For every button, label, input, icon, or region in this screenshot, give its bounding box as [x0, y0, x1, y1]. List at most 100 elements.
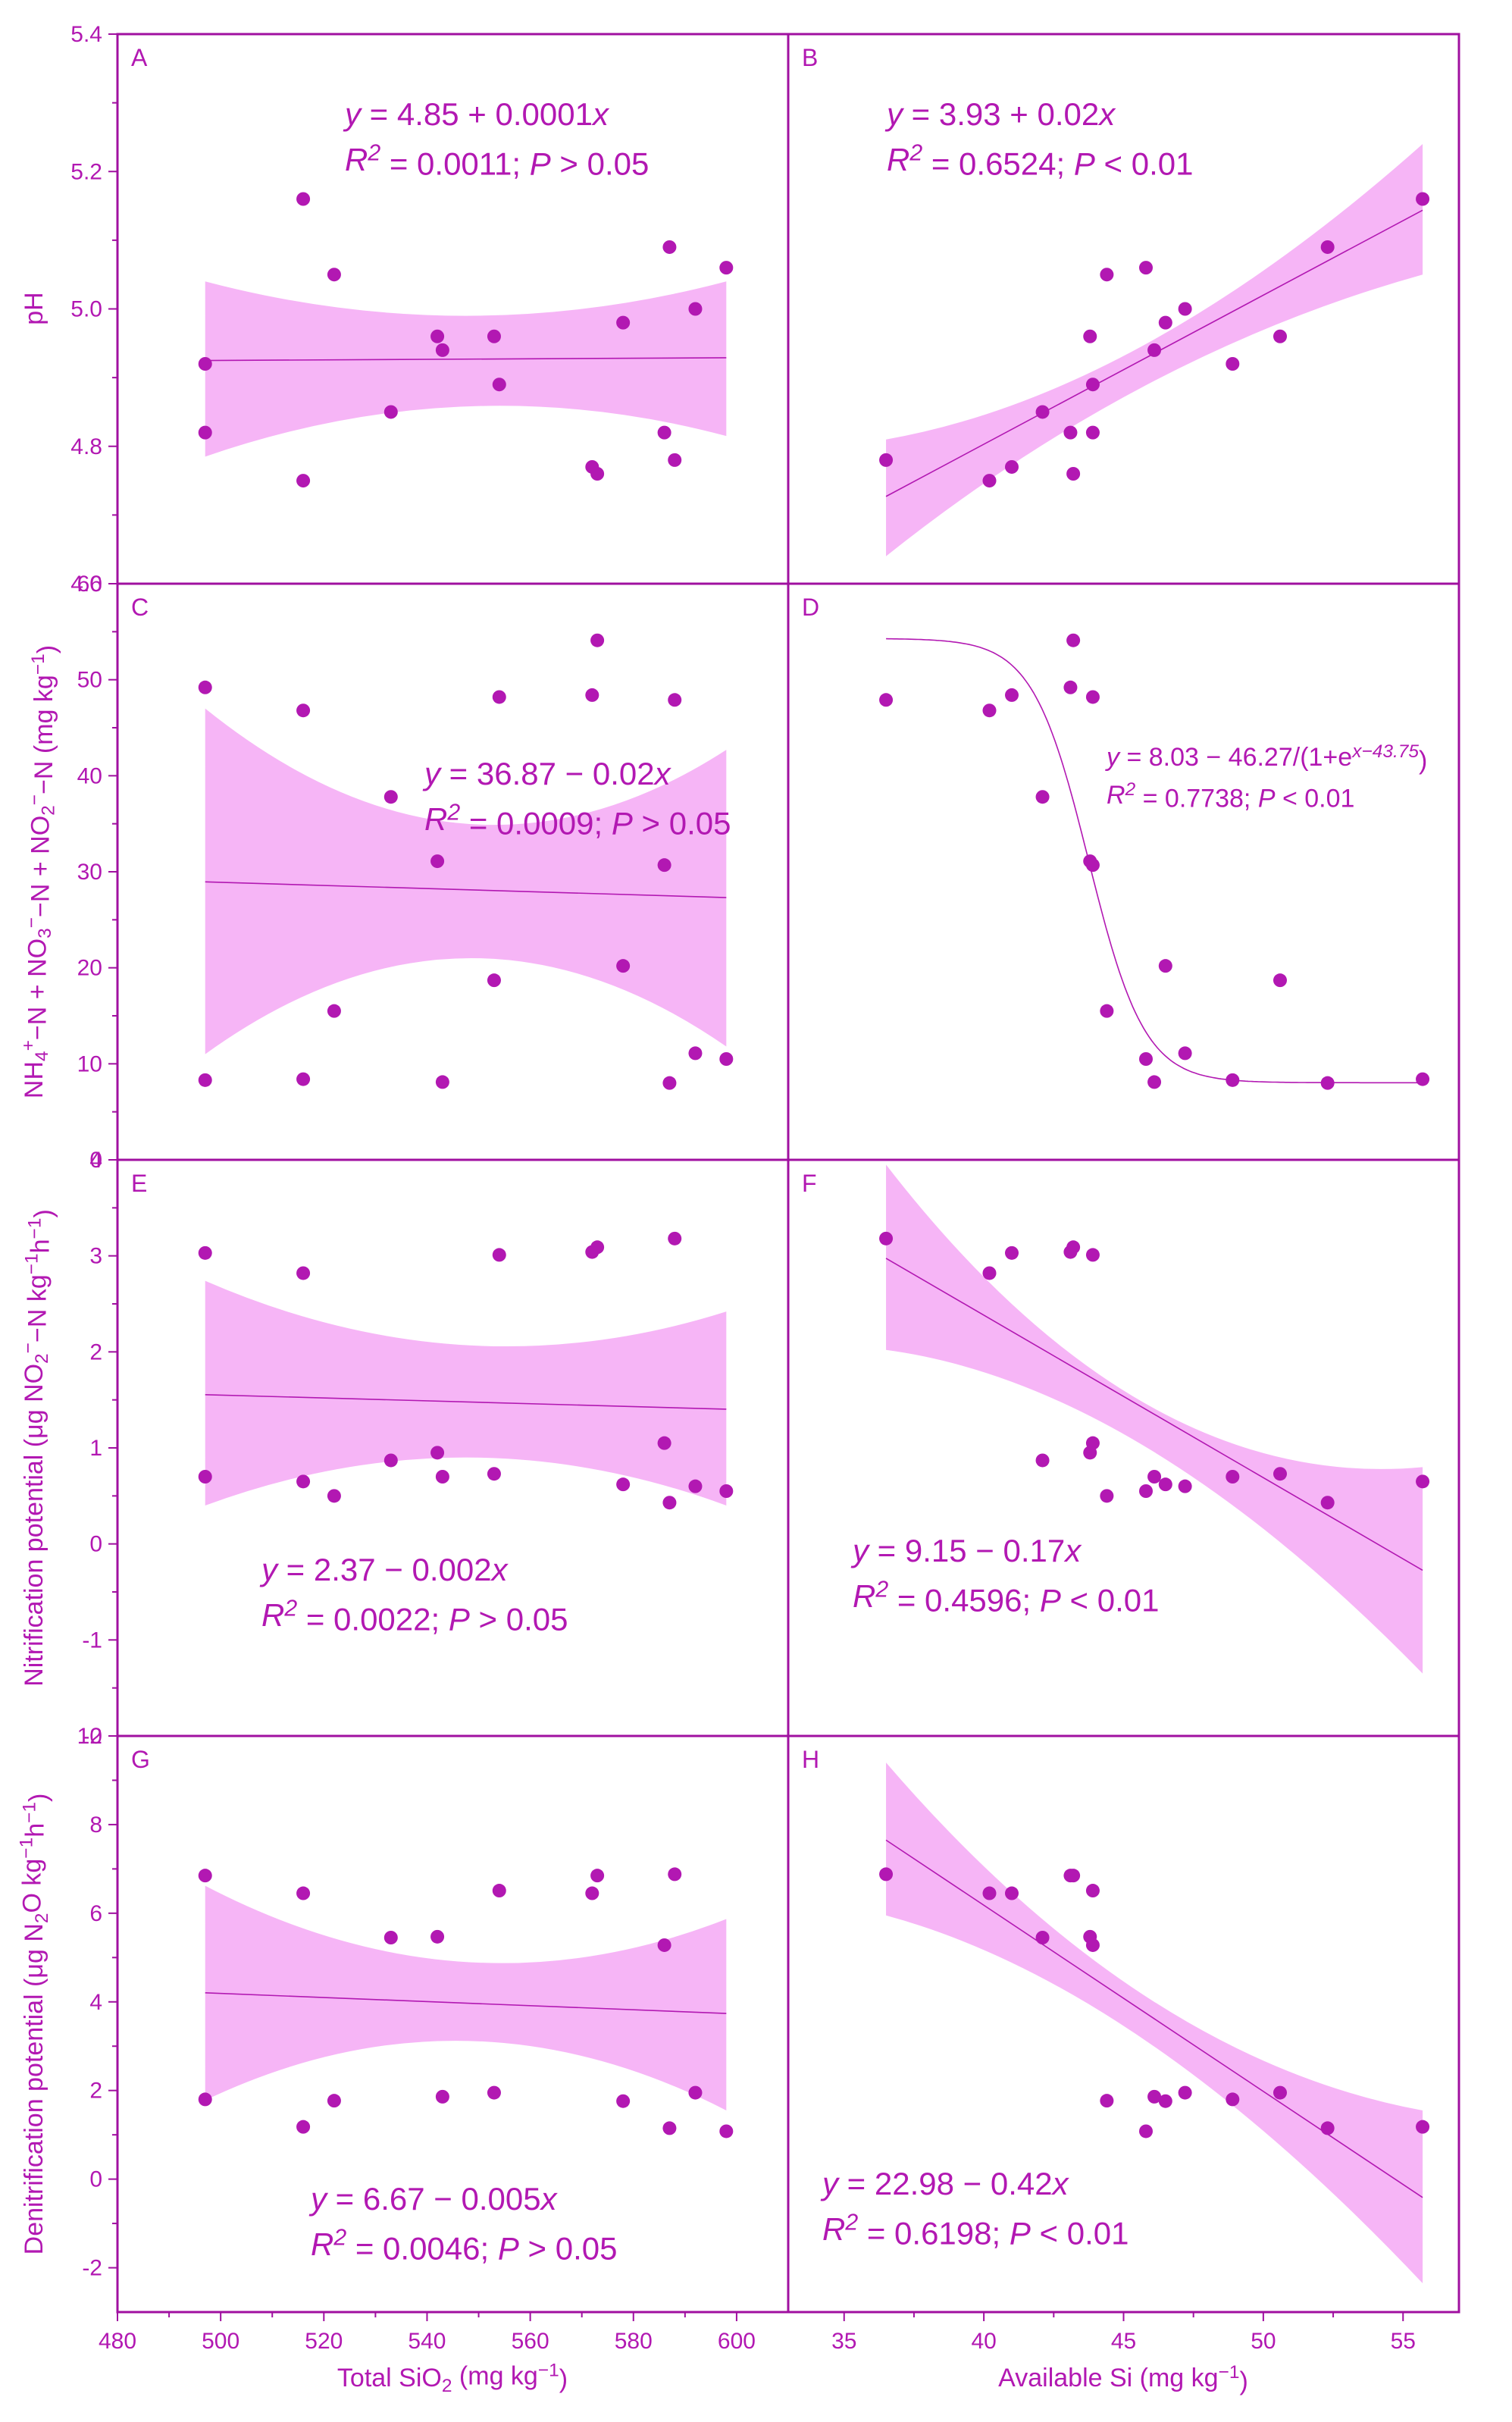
fit-line — [205, 357, 727, 362]
x-axis-title-available-si: Available Si (mg kg−1) — [998, 2362, 1248, 2395]
panel-c: Cy = 36.87 − 0.02x R2 = 0.0009; P > 0.05 0… — [77, 572, 790, 1173]
panel-letter: C — [131, 594, 149, 621]
data-point — [1066, 1869, 1081, 1883]
equation-line-part: y — [820, 2166, 841, 2201]
data-point — [383, 1453, 398, 1468]
data-point — [662, 1496, 677, 1510]
data-point — [1147, 343, 1162, 357]
x-axis-title-total-sio2-part: Total SiO — [337, 2364, 442, 2392]
equation-line-part: x — [1051, 2166, 1070, 2201]
equation-line-part: P — [1040, 1582, 1061, 1618]
data-point — [1178, 1046, 1192, 1061]
equation-line-part: = 0.0011; — [380, 146, 530, 181]
x-tick-label: 40 — [971, 2329, 996, 2354]
data-point — [657, 1938, 671, 1952]
x-axis-title-total-sio2-part: (mg kg — [452, 2361, 537, 2390]
data-point — [590, 1240, 605, 1255]
fit-line — [205, 1992, 727, 2014]
equation-line: R2 = 0.0009; P > 0.05 — [424, 800, 731, 841]
y-tick-label: 4.8 — [70, 434, 102, 459]
y-axis-title-inorganic-n-part: + — [18, 1040, 39, 1051]
equation-line-part: x — [591, 96, 610, 132]
equation-line: R2 = 0.4596; P < 0.01 — [853, 1577, 1159, 1618]
data-point — [296, 1474, 311, 1489]
equation-line-part: = 0.6198; — [858, 2215, 1010, 2251]
equation-line-part: > 0.05 — [633, 805, 731, 841]
data-point — [1085, 858, 1100, 873]
data-point — [1158, 959, 1172, 973]
data-point — [662, 2121, 677, 2135]
equation-line: y = 2.37 − 0.002x — [259, 1552, 509, 1587]
y-axis-title-inorganic-n-part: 2 — [38, 805, 58, 816]
data-point — [296, 1266, 311, 1280]
data-point — [327, 1489, 341, 1503]
y-tick-label: 5.2 — [70, 159, 102, 184]
equation-line-part: R — [261, 1597, 284, 1633]
equation-line-part: R — [345, 142, 368, 177]
equation-line: R2 = 0.0011; P > 0.05 — [345, 140, 649, 181]
data-point — [1226, 357, 1240, 371]
data-point — [668, 1231, 682, 1245]
y-axis-title-nitrification-part: −1 — [25, 1218, 45, 1239]
x-axis-title-total-sio2-part: ) — [559, 2365, 568, 2394]
y-axis-title-denitrification-part: −1 — [20, 1802, 40, 1823]
equation-line-part: R — [887, 142, 909, 177]
equation-line: R2 = 0.0022; P > 0.05 — [261, 1596, 568, 1637]
equation-line-part: P — [530, 146, 551, 181]
data-point — [1139, 1052, 1153, 1066]
data-point — [719, 1484, 734, 1498]
y-tick-label: -2 — [82, 1724, 102, 1749]
y-tick-label: 2 — [89, 1339, 102, 1365]
x-axis-title-total-sio2-part: 2 — [442, 2376, 452, 2396]
equation-line-part: = 0.6524; — [922, 146, 1074, 181]
equation-line-part: y — [308, 2181, 329, 2217]
data-point — [1063, 425, 1078, 440]
data-point — [585, 688, 599, 702]
equation-line-part: 2 — [844, 2210, 858, 2235]
y-tick-label: 4 — [89, 1148, 102, 1173]
equation-line-part: y — [422, 756, 443, 791]
y-tick-label: 10 — [77, 1051, 102, 1076]
confidence-band — [886, 1762, 1423, 2283]
y-axis-title-denitrification-part: 2 — [32, 1913, 52, 1924]
y-tick-label: 20 — [77, 956, 102, 981]
data-point — [657, 1436, 671, 1450]
equation-line-part: 2 — [367, 140, 380, 165]
equation-line: y = 8.03 − 46.27/(1+ex−43.75) — [1105, 741, 1427, 775]
data-point — [1083, 329, 1097, 343]
x-tick-label: 55 — [1391, 2329, 1416, 2354]
data-point — [296, 1072, 311, 1086]
data-point — [1273, 329, 1287, 343]
y-tick-label: 1 — [89, 1436, 102, 1461]
y-axis-title-denitrification-part: h — [21, 1823, 50, 1838]
data-point — [1158, 1477, 1172, 1492]
data-point — [487, 973, 501, 988]
x-tick-label: 500 — [202, 2329, 239, 2354]
equation-line-part: R — [311, 2226, 333, 2262]
data-point — [296, 1886, 311, 1900]
data-point — [296, 2120, 311, 2134]
equation-line-part: P — [1258, 784, 1276, 813]
confidence-band — [205, 281, 727, 457]
y-tick-label: 40 — [77, 763, 102, 788]
equation-line-part: R — [424, 801, 447, 837]
equation-line-part: > 0.05 — [519, 2230, 618, 2266]
y-tick-label: -2 — [82, 2256, 102, 2281]
data-point — [435, 343, 449, 357]
data-point — [492, 1248, 506, 1262]
y-axis-title-nitrification-part: −1 — [21, 1253, 42, 1274]
data-point — [1085, 1248, 1100, 1262]
data-point — [982, 1886, 997, 1900]
data-point — [383, 790, 398, 804]
data-point — [198, 1470, 212, 1484]
data-point — [616, 959, 631, 973]
x-tick-label: 580 — [615, 2329, 653, 2354]
data-point — [1066, 467, 1081, 481]
y-axis-title-nitrification-part: −N kg — [23, 1274, 52, 1343]
x-axis-title-available-si-part: −1 — [1219, 2362, 1240, 2383]
panel-b: By = 3.93 + 0.02x R2 = 0.6524; P < 0.01 — [787, 33, 1460, 585]
data-point — [1226, 2092, 1240, 2107]
equation-line-part: R — [822, 2211, 845, 2247]
equation-line-part: 2 — [283, 1596, 297, 1621]
